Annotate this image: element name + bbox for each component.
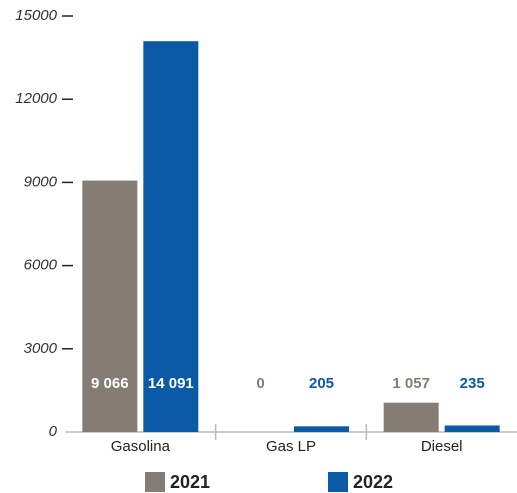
x-tick-label: Gasolina bbox=[111, 438, 171, 455]
x-tick-label: Diesel bbox=[421, 438, 463, 455]
legend-swatch bbox=[328, 472, 348, 492]
y-tick-label: 9000 bbox=[24, 173, 58, 190]
x-tick-label: Gas LP bbox=[266, 438, 316, 455]
y-tick-label: 6000 bbox=[24, 257, 58, 274]
value-label: 205 bbox=[309, 375, 334, 392]
y-tick-label: 3000 bbox=[24, 340, 58, 357]
value-label: 1 057 bbox=[392, 375, 430, 392]
value-label: 14 091 bbox=[148, 375, 194, 392]
value-label: 9 066 bbox=[91, 375, 129, 392]
bar bbox=[143, 41, 199, 433]
legend-label: 2021 bbox=[170, 472, 210, 492]
value-label: 0 bbox=[256, 375, 264, 392]
legend-label: 2022 bbox=[353, 472, 393, 492]
bar bbox=[294, 426, 349, 432]
y-tick-label: 15000 bbox=[15, 7, 57, 24]
value-label: 235 bbox=[460, 375, 485, 392]
bar bbox=[82, 180, 138, 432]
bar bbox=[383, 402, 439, 432]
bar bbox=[444, 425, 500, 432]
y-tick-label: 12000 bbox=[15, 90, 57, 107]
legend-swatch bbox=[145, 472, 165, 492]
y-tick-label: 0 bbox=[49, 423, 58, 440]
